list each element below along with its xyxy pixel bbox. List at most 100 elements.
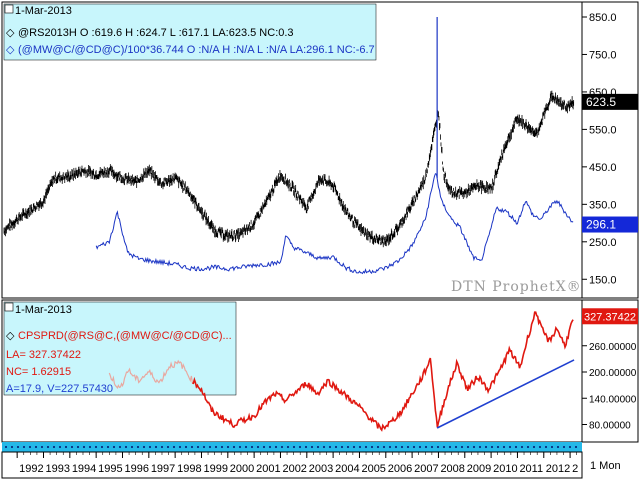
band-dot [335,446,337,448]
band-dot [155,446,157,448]
legend-last-value: LA= 327.37422 [6,349,81,361]
band-dot [299,446,301,448]
spread-line-faded [108,359,194,389]
band-dot [449,446,451,448]
timeline-band-dots [5,446,577,448]
last-value-label: 296.1 [586,218,616,232]
top-date-label: 1-Mar-2013 [15,5,72,17]
y-tick-label: 250.0 [589,237,617,249]
band-dot [167,446,169,448]
legend-trendline-stats: A=17.9, V=227.57430 [6,383,113,395]
band-dot [473,446,475,448]
band-dot [527,446,529,448]
x-tick-label: 1997 [151,463,175,475]
band-dot [161,446,163,448]
bottom-legend-settings-icon[interactable] [4,302,14,312]
band-dot [323,446,325,448]
band-dot [533,446,535,448]
timeline-band [2,442,582,452]
band-dot [305,446,307,448]
y-tick-label: 150.0 [589,274,617,286]
legend-diamond-icon: ◇ [6,44,15,56]
x-tick-label: 2012 [546,463,570,475]
band-dot [107,446,109,448]
band-dot [89,446,91,448]
x-tick-label: 2001 [256,463,280,475]
x-tick-label: 2006 [388,463,412,475]
band-dot [191,446,193,448]
band-dot [215,446,217,448]
band-dot [101,446,103,448]
band-dot [245,446,247,448]
band-dot [173,446,175,448]
top-legend-box [3,3,377,61]
band-dot [23,446,25,448]
band-dot [257,446,259,448]
legend-diamond-icon: ◇ [6,330,15,342]
y-tick-label: 850.0 [589,12,617,24]
band-dot [515,446,517,448]
band-dot [113,446,115,448]
band-dot [419,446,421,448]
band-dot [251,446,253,448]
x-tick-label: 2004 [335,463,359,475]
band-dot [95,446,97,448]
band-dot [41,446,43,448]
x-tick-label: 2 [572,463,578,475]
x-tick-label: 1995 [98,463,122,475]
y-tick-label: 200.00000 [589,368,637,379]
x-tick-label: 1996 [124,463,148,475]
band-dot [443,446,445,448]
spread-line [192,311,574,432]
bottom-y-axis: 80.00000 140.00000 200.00000 260.00000 327.3… [582,308,638,432]
band-dot [35,446,37,448]
band-dot [287,446,289,448]
y-tick-label: 260.00000 [589,342,637,353]
x-tick-label: 2003 [309,463,333,475]
band-dot [53,446,55,448]
band-dot [275,446,277,448]
band-dot [431,446,433,448]
band-dot [185,446,187,448]
band-dot [365,446,367,448]
last-value-label: 623.5 [586,95,616,109]
band-dot [359,446,361,448]
x-tick-label: 1994 [72,463,96,475]
band-dot [269,446,271,448]
bottom-legend-box [3,301,237,396]
band-dot [341,446,343,448]
band-dot [329,446,331,448]
band-dot [509,446,511,448]
band-dot [83,446,85,448]
last-value-badge [582,308,638,325]
last-value-label: 327.37422 [584,311,636,323]
band-dot [179,446,181,448]
band-dot [377,446,379,448]
top-legend-settings-icon[interactable] [4,4,14,14]
x-tick-label: 2002 [282,463,306,475]
band-dot [521,446,523,448]
band-dot [395,446,397,448]
x-tick-label: 2009 [467,463,491,475]
band-dot [197,446,199,448]
band-dot [407,446,409,448]
period-label[interactable]: 1 Mon [590,460,621,472]
x-tick-label: 2005 [361,463,385,475]
band-dot [347,446,349,448]
band-dot [389,446,391,448]
band-dot [413,446,415,448]
band-dot [29,446,31,448]
band-dot [437,446,439,448]
band-dot [227,446,229,448]
band-dot [5,446,7,448]
band-dot [17,446,19,448]
band-dot [491,446,493,448]
band-dot [47,446,49,448]
band-dot [119,446,121,448]
band-dot [539,446,541,448]
band-dot [137,446,139,448]
legend-canola-text: @RS2013H O :619.6 H :624.7 L :617.1 LA:6… [18,27,294,39]
band-dot [11,446,13,448]
x-tick-label: 1999 [203,463,227,475]
top-plot-area [3,16,575,275]
